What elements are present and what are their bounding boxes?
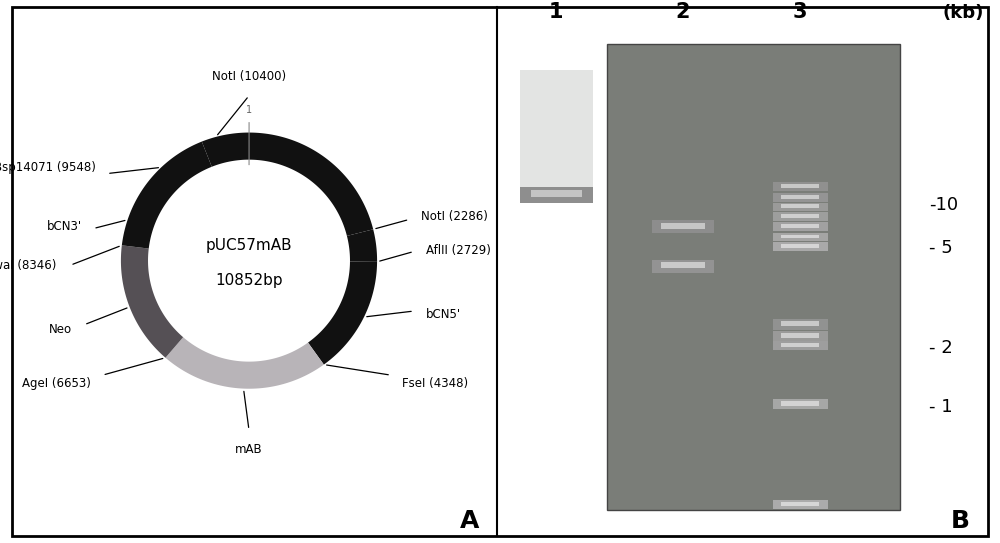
Bar xyxy=(773,331,828,341)
Polygon shape xyxy=(202,132,249,167)
Text: B: B xyxy=(950,509,970,533)
Bar xyxy=(773,319,828,330)
Text: mAB: mAB xyxy=(235,443,263,456)
Text: 1: 1 xyxy=(549,2,563,22)
Text: FseI (4348): FseI (4348) xyxy=(402,377,468,390)
Bar xyxy=(781,333,819,338)
Text: - 5: - 5 xyxy=(929,239,953,257)
Bar xyxy=(661,223,705,229)
Text: NotI (10400): NotI (10400) xyxy=(212,70,286,83)
Bar xyxy=(781,205,819,208)
Text: 2: 2 xyxy=(676,2,690,22)
Bar xyxy=(773,182,828,191)
Text: AflII (2729): AflII (2729) xyxy=(426,244,491,257)
Text: bCN5': bCN5' xyxy=(426,308,461,321)
Text: -10: -10 xyxy=(929,196,959,214)
Bar xyxy=(652,220,714,233)
Polygon shape xyxy=(122,142,212,249)
Bar xyxy=(773,242,828,251)
Bar xyxy=(520,187,593,203)
Text: - 1: - 1 xyxy=(929,397,953,415)
Polygon shape xyxy=(121,245,183,358)
Bar xyxy=(781,184,819,188)
Polygon shape xyxy=(308,262,377,364)
Bar xyxy=(773,222,828,231)
Text: AgeI (6653): AgeI (6653) xyxy=(22,377,91,390)
Text: Neo: Neo xyxy=(49,323,72,336)
Bar xyxy=(781,235,819,238)
Bar xyxy=(652,260,714,273)
Text: Bsp14071 (9548): Bsp14071 (9548) xyxy=(0,161,96,174)
Polygon shape xyxy=(249,132,373,236)
Text: 1: 1 xyxy=(246,105,252,115)
Bar xyxy=(773,212,828,220)
Bar xyxy=(773,399,828,409)
Bar xyxy=(781,401,819,406)
Polygon shape xyxy=(347,229,377,262)
Text: A: A xyxy=(460,509,480,533)
Text: 3: 3 xyxy=(793,2,807,22)
Bar xyxy=(781,214,819,218)
Bar xyxy=(781,321,819,326)
Text: (kb): (kb) xyxy=(943,4,984,22)
Bar xyxy=(773,500,828,509)
Bar xyxy=(773,193,828,201)
Bar xyxy=(661,262,705,268)
Polygon shape xyxy=(165,337,324,389)
Bar xyxy=(781,244,819,248)
Text: pUC57mAB: pUC57mAB xyxy=(206,238,292,254)
Bar xyxy=(773,203,828,211)
Text: NotI (2286): NotI (2286) xyxy=(421,210,488,223)
Bar xyxy=(781,343,819,347)
Bar xyxy=(781,195,819,199)
Bar xyxy=(781,502,819,506)
Text: 10852bp: 10852bp xyxy=(215,273,283,288)
Bar xyxy=(781,224,819,228)
Text: - 2: - 2 xyxy=(929,339,953,357)
Bar xyxy=(773,233,828,241)
Text: SwaI (8346): SwaI (8346) xyxy=(0,259,57,272)
Bar xyxy=(773,341,828,350)
Text: bCN3': bCN3' xyxy=(46,220,82,232)
Bar xyxy=(530,190,582,197)
Bar xyxy=(520,70,593,187)
Bar xyxy=(607,43,900,510)
